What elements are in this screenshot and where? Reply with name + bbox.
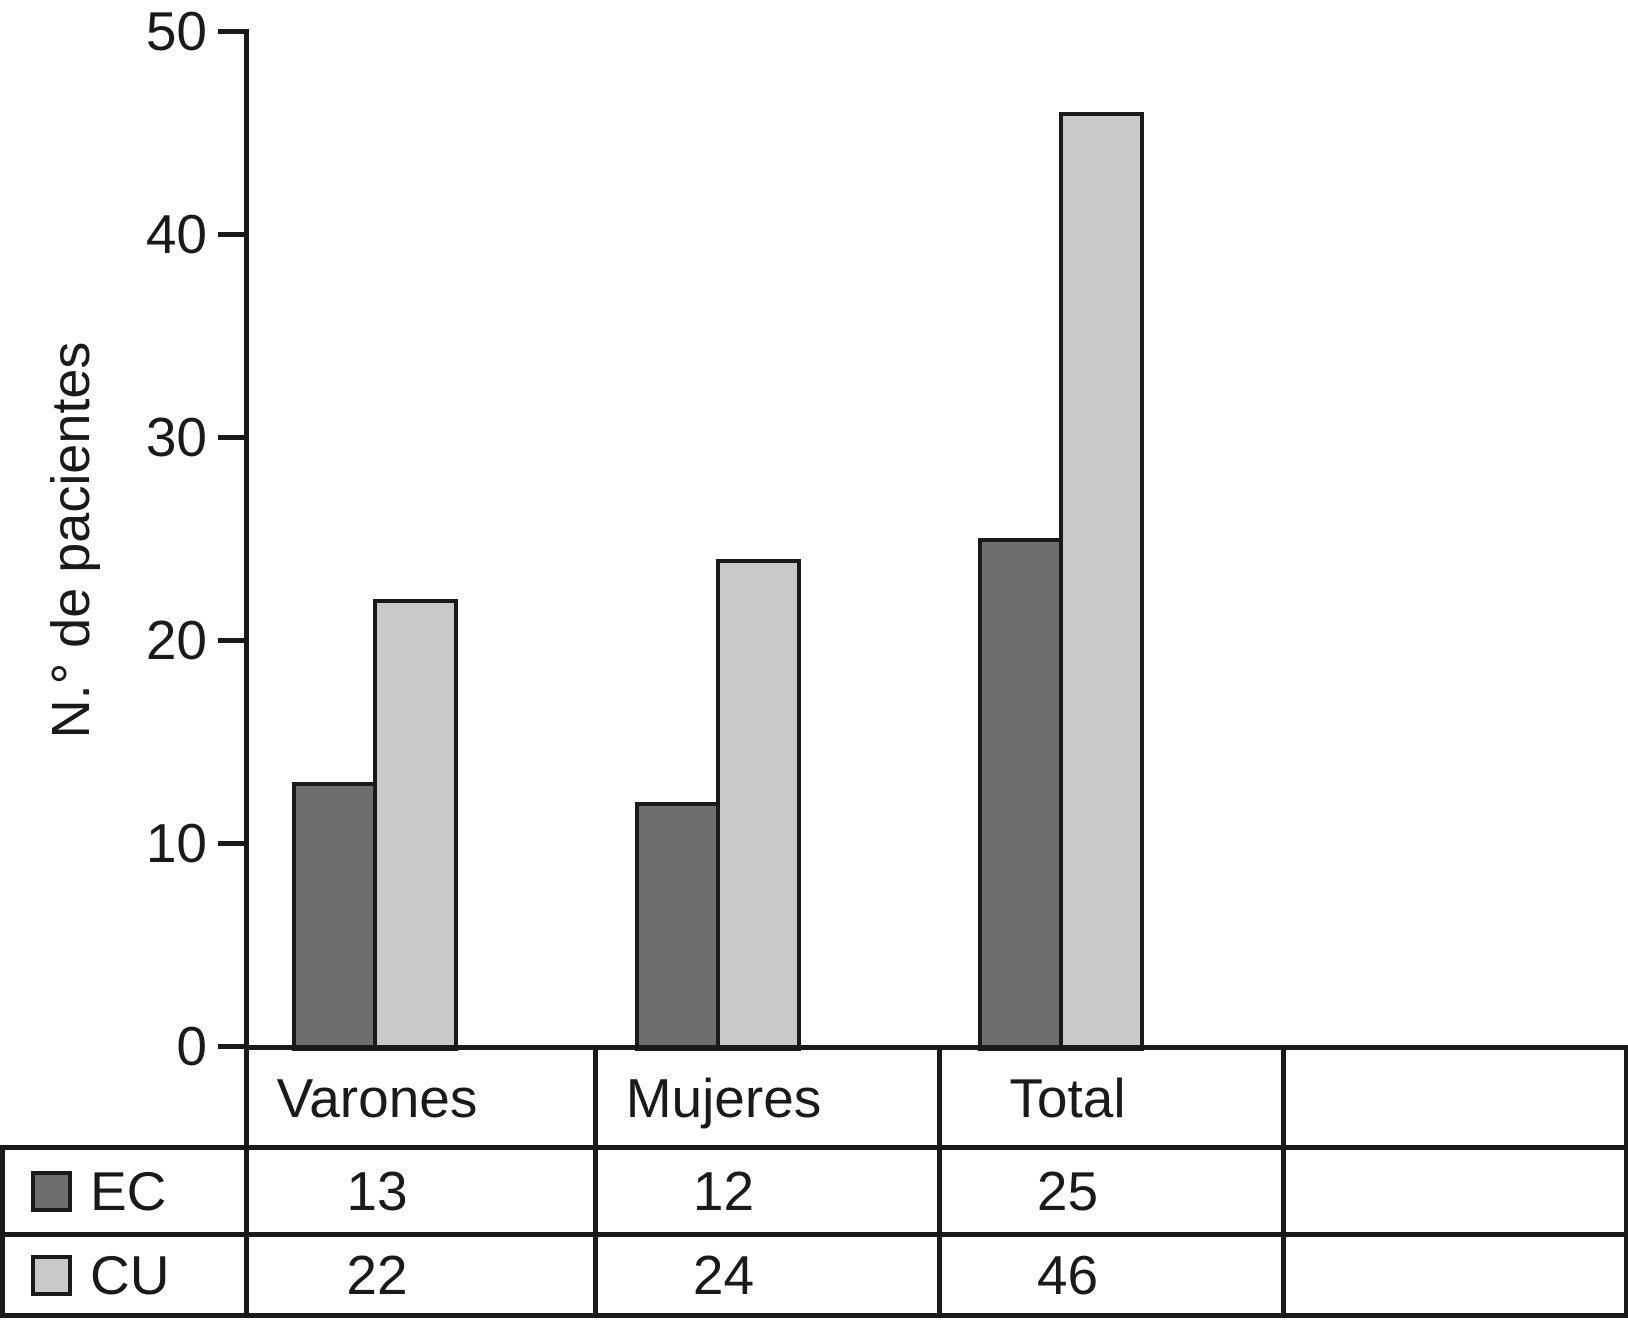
y-tick-50 — [218, 29, 249, 34]
y-tick-label-40: 40 — [145, 203, 207, 265]
y-tick-label-20: 20 — [145, 609, 207, 671]
y-tick-label-0: 0 — [176, 1015, 207, 1077]
column-header-mujeres: Mujeres — [593, 1045, 942, 1150]
column-header-total: Total — [937, 1045, 1286, 1150]
bar-ec-total — [978, 538, 1063, 1051]
bar-cu-total — [1059, 112, 1144, 1051]
y-axis-line — [244, 29, 249, 1050]
y-tick-40 — [218, 232, 249, 237]
value-cu-empty — [1281, 1232, 1628, 1318]
y-axis-title: N.° de pacientes — [41, 341, 101, 739]
data-table: Varones Mujeres Total EC 13 12 25 — [0, 1045, 1628, 1318]
bar-ec-varones — [292, 782, 377, 1051]
y-tick-30 — [218, 435, 249, 440]
cu-swatch-icon — [31, 1254, 72, 1296]
ec-swatch-icon — [31, 1170, 72, 1212]
y-tick-20 — [218, 638, 249, 643]
value-cu-varones: 22 — [244, 1232, 598, 1318]
value-ec-total: 25 — [937, 1145, 1286, 1237]
table-row-cu: CU 22 24 46 — [0, 1232, 1628, 1318]
corner-cell — [3, 1048, 247, 1148]
series-label-ec: EC — [90, 1160, 167, 1222]
y-tick-label-10: 10 — [145, 812, 207, 874]
value-ec-empty — [1281, 1145, 1628, 1237]
value-ec-varones: 13 — [244, 1145, 598, 1237]
value-cu-total: 46 — [937, 1232, 1286, 1318]
y-tick-label-30: 30 — [145, 406, 207, 468]
legend-cell-ec: EC — [0, 1145, 249, 1237]
y-tick-0 — [218, 1044, 249, 1049]
y-tick-10 — [218, 841, 249, 846]
y-tick-label-50: 50 — [145, 0, 207, 62]
bar-cu-varones — [373, 599, 458, 1051]
value-cu-mujeres: 24 — [593, 1232, 942, 1318]
bar-cu-mujeres — [716, 559, 801, 1051]
column-header-varones: Varones — [244, 1045, 598, 1150]
bar-ec-mujeres — [635, 802, 720, 1051]
value-ec-mujeres: 12 — [593, 1145, 942, 1237]
legend-cell-cu: CU — [0, 1232, 249, 1318]
table-row-ec: EC 13 12 25 — [0, 1145, 1628, 1237]
series-label-cu: CU — [90, 1244, 170, 1306]
header-row: Varones Mujeres Total — [3, 1045, 1628, 1150]
column-header-empty — [1281, 1045, 1628, 1150]
